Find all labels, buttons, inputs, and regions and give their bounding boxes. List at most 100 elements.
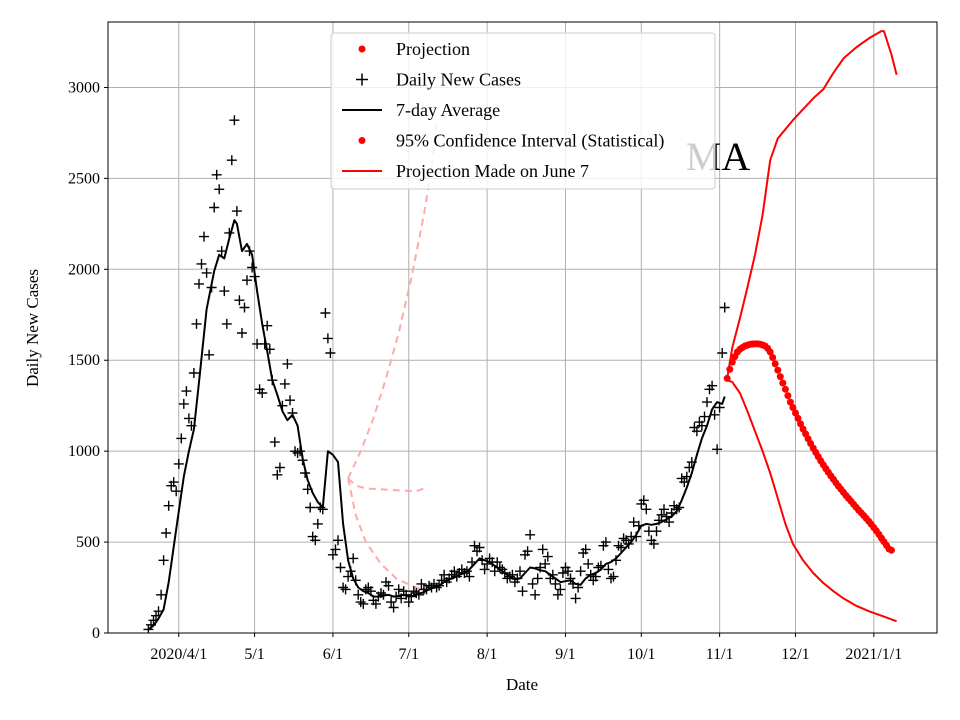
x-tick-label: 6/1 — [323, 646, 343, 663]
projection-point — [888, 546, 895, 554]
daily-case-marker — [555, 584, 566, 595]
daily-case-marker — [696, 420, 707, 431]
daily-case-marker — [575, 566, 586, 577]
daily-case-marker — [492, 557, 503, 568]
x-tick-label: 7/1 — [399, 646, 419, 663]
projection-series — [723, 340, 895, 554]
projection-point — [728, 358, 736, 366]
daily-case-marker — [603, 564, 614, 575]
daily-case-marker — [515, 566, 525, 577]
daily-case-marker — [540, 558, 551, 569]
june-projection-upper-line — [347, 123, 438, 479]
daily-case-marker — [274, 462, 285, 473]
projection-point — [786, 398, 794, 406]
daily-case-marker — [231, 206, 242, 217]
daily-case-marker — [247, 262, 258, 273]
daily-case-marker — [542, 551, 553, 562]
daily-case-marker — [416, 578, 427, 589]
daily-case-marker — [393, 584, 404, 595]
daily-case-marker — [358, 598, 369, 609]
projection-point — [769, 354, 777, 361]
daily-case-marker — [196, 258, 207, 269]
daily-case-marker — [355, 597, 366, 608]
y-tick-label: 0 — [92, 625, 100, 642]
daily-case-marker — [201, 267, 212, 278]
daily-case-marker — [628, 517, 639, 528]
daily-case-marker — [532, 573, 543, 584]
legend-label: 7-day Average — [396, 100, 500, 120]
daily-case-marker — [489, 566, 500, 577]
projection-point — [774, 366, 782, 374]
daily-case-marker — [221, 318, 232, 329]
daily-case-marker — [719, 302, 730, 313]
daily-case-marker — [691, 426, 702, 437]
daily-case-marker — [156, 589, 167, 600]
june-projection-center-line — [347, 477, 427, 493]
legend-label: Daily New Cases — [396, 70, 521, 90]
projection-point — [779, 379, 787, 387]
daily-case-marker — [702, 397, 712, 408]
daily-case-marker — [648, 538, 659, 549]
daily-case-marker — [525, 529, 536, 540]
daily-case-marker — [279, 378, 290, 389]
daily-case-marker — [600, 537, 611, 548]
legend: Projection Daily New Cases 7-day Average 95… — [330, 32, 716, 190]
daily-case-marker — [340, 584, 351, 595]
daily-case-marker — [479, 564, 490, 575]
daily-case-marker — [343, 571, 354, 582]
projection-point — [794, 414, 802, 422]
daily-case-marker — [242, 275, 252, 286]
daily-case-marker — [310, 535, 321, 546]
legend-label: Projection Made on June 7 — [396, 161, 589, 181]
daily-case-marker — [229, 115, 240, 126]
daily-case-marker — [449, 566, 460, 577]
daily-case-marker — [188, 368, 199, 378]
daily-case-marker — [651, 526, 662, 537]
daily-case-marker — [712, 444, 723, 455]
daily-case-marker — [557, 568, 568, 578]
y-axis: 0 500 1000 1500 2000 2500 3000 — [68, 79, 108, 642]
x-tick-label: 12/1 — [781, 646, 809, 663]
x-tick-label: 11/1 — [706, 646, 734, 663]
daily-case-marker — [707, 380, 718, 391]
projection-point — [726, 365, 734, 373]
x-tick-label: 2021/1/1 — [845, 646, 902, 663]
daily-case-marker — [469, 540, 480, 551]
daily-case-marker — [262, 320, 273, 331]
x-tick-label: 9/1 — [555, 646, 575, 663]
daily-case-marker — [580, 544, 591, 555]
x-tick-label: 5/1 — [244, 646, 264, 663]
june-projection-lower-line — [347, 478, 427, 593]
daily-case-marker — [338, 582, 349, 593]
daily-case-marker — [209, 202, 220, 213]
daily-case-marker — [641, 504, 652, 515]
daily-case-marker — [348, 553, 359, 564]
daily-case-marker — [717, 348, 728, 358]
daily-case-marker — [234, 295, 245, 306]
daily-case-marker — [333, 535, 343, 546]
daily-case-marker — [330, 544, 341, 555]
daily-case-marker — [388, 602, 399, 613]
daily-case-marker — [659, 504, 669, 515]
daily-case-marker — [530, 589, 541, 600]
y-tick-label: 500 — [76, 534, 100, 551]
daily-case-marker — [714, 402, 725, 413]
daily-case-marker — [565, 573, 576, 584]
daily-case-marker — [285, 395, 295, 406]
daily-case-marker — [163, 500, 174, 511]
confidence-upper-line — [726, 30, 898, 379]
daily-case-marker — [335, 562, 346, 573]
daily-case-marker — [522, 546, 533, 557]
daily-case-marker — [353, 589, 364, 600]
daily-case-marker — [517, 586, 528, 597]
projection-point — [784, 392, 792, 400]
y-tick-label: 2000 — [68, 261, 100, 278]
daily-case-marker — [204, 349, 215, 360]
daily-case-marker — [305, 502, 316, 513]
daily-case-marker — [527, 578, 538, 589]
daily-case-marker — [168, 477, 179, 488]
daily-case-marker — [272, 469, 283, 480]
daily-case-marker — [403, 597, 414, 608]
daily-case-marker — [194, 278, 204, 289]
